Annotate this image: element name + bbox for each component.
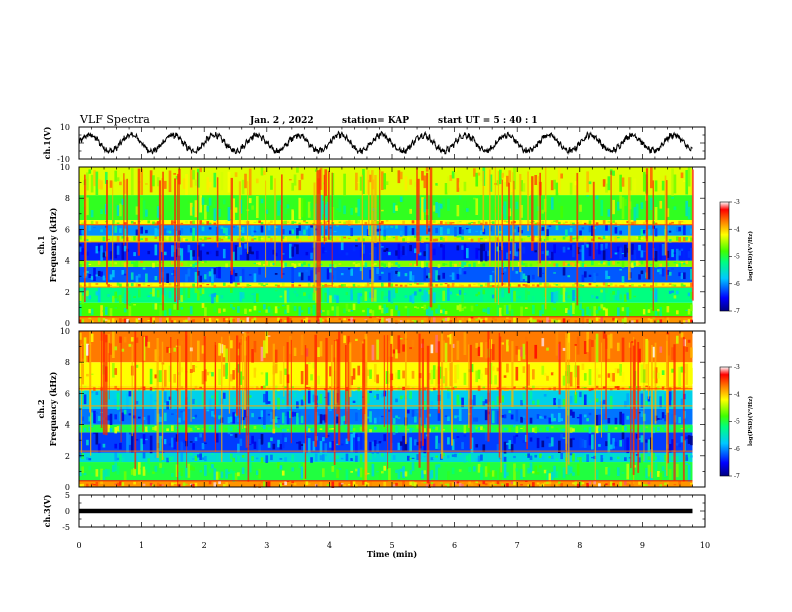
spectrogram-ytick-label: 10: [60, 163, 70, 172]
spectrogram-ytick-label: 6: [65, 225, 70, 234]
time-axis-tick-label: 4: [327, 541, 332, 550]
spectrogram-band: [79, 220, 693, 225]
ch1-spectrogram-ylabel-line2: Frequency (kHz): [48, 207, 58, 282]
time-axis-tick-label: 5: [389, 541, 394, 550]
figure-title: VLF Spectra: [79, 113, 150, 126]
ch2-colorbar: -3 -4 -5 -6 -7 log(PSD)(V²/Hz): [719, 364, 754, 480]
colorbar-tick-label: -3: [734, 199, 740, 206]
ch1-ytick-bottom: -10: [57, 155, 70, 164]
colorbar-tick-label: -3: [734, 364, 740, 371]
time-axis-tick-label: 8: [577, 541, 582, 550]
time-axis-tick-label: 3: [264, 541, 269, 550]
ch1-ytick-top: 10: [60, 123, 70, 132]
ch1-waveform-panel: 10 -10 ch.1(V): [42, 123, 706, 164]
ch1-colorbar-ticks: -3 -4 -5 -6 -7: [729, 199, 740, 315]
header-station: station= KAP: [342, 116, 409, 126]
ch1-spectrogram-ylabel-line1: ch.1: [36, 235, 46, 254]
ch3-waveform-panel: 5 0 -5 ch.3(V) 0 1 2 3 4 5 6 7 8 9 10 Time (min): [42, 491, 710, 559]
time-axis-tick-label: 7: [515, 541, 520, 550]
spectrogram-band: [79, 266, 693, 283]
ch2-spectrogram-image: [79, 331, 693, 488]
spectrogram-band: [79, 195, 693, 221]
ch1-waveform-ticks: [78, 126, 706, 160]
spectrogram-band: [79, 282, 693, 288]
time-axis-tick-label: 0: [76, 541, 81, 550]
ch1-waveform-trace: [78, 130, 693, 155]
spectrogram-ytick-label: 8: [65, 194, 70, 203]
ch3-ytick-bottom: -5: [62, 523, 70, 532]
time-axis-label: Time (min): [367, 549, 417, 559]
spectrogram-ytick-label: 0: [65, 483, 70, 492]
ch2-spectrogram-ylabel-line2: Frequency (kHz): [48, 371, 58, 446]
spectrogram-ytick-label: 6: [65, 389, 70, 398]
ch1-spectrogram-ytick-labels: 0 2 4 6 8 10: [60, 163, 70, 328]
colorbar-tick-label: -7: [734, 473, 740, 480]
header-date: Jan. 2 , 2022: [249, 116, 314, 126]
colorbar-tick-label: -6: [734, 446, 740, 453]
colorbar-tick-label: -5: [734, 419, 740, 426]
time-axis-tick-label: 6: [452, 541, 457, 550]
ch2-spectrogram-ylabel-line1: ch.2: [36, 399, 46, 418]
spectrogram-ytick-label: 8: [65, 358, 70, 367]
colorbar-tick-label: -4: [734, 226, 740, 233]
time-axis-tick-label: 2: [202, 541, 207, 550]
spectrogram-band: [79, 385, 693, 391]
spectrogram-ytick-label: 4: [65, 257, 70, 266]
ch1-colorbar-label: log(PSD)(V²/Hz): [747, 231, 754, 281]
colorbar-tick-label: -7: [734, 308, 740, 315]
time-axis-tick-labels: 0 1 2 3 4 5 6 7 8 9 10: [76, 541, 710, 550]
ch1-spectrogram-ticks: [78, 166, 706, 324]
header-start-time: start UT = 5 : 40 : 1: [438, 116, 538, 126]
ch2-spectrogram-panel: 0 2 4 6 8 10 ch.2 Frequency (kHz): [36, 327, 706, 492]
ch1-waveform-ylabel: ch.1(V): [42, 126, 52, 159]
spectrogram-ytick-label: 2: [65, 452, 70, 461]
ch1-spectrogram-image: [79, 167, 694, 324]
ch3-ytick-top: 5: [65, 491, 70, 500]
ch2-spectrogram-ytick-labels: 0 2 4 6 8 10: [60, 327, 70, 492]
ch3-waveform-ylabel: ch.3(V): [42, 494, 52, 527]
ch1-colorbar: -3 -4 -5 -6 -7 log(PSD)(V²/Hz): [719, 199, 754, 315]
ch2-colorbar-ticks: -3 -4 -5 -6 -7: [729, 364, 740, 480]
time-axis-tick-label: 10: [700, 541, 710, 550]
ch3-ytick-mid: 0: [65, 507, 70, 516]
ch3-waveform-ticks: [78, 494, 706, 528]
spectrogram-ytick-label: 4: [65, 421, 70, 430]
ch2-colorbar-label: log(PSD)(V²/Hz): [747, 396, 754, 446]
ch1-spectrogram-panel: 0 2 4 6 8 10 ch.1 Frequency (kHz): [36, 163, 706, 328]
spectrogram-ytick-label: 10: [60, 327, 70, 336]
spectrogram-band: [79, 462, 693, 481]
colorbar-tick-label: -6: [734, 281, 740, 288]
ch2-spectrogram-ticks: [78, 330, 706, 488]
time-axis-tick-label: 9: [640, 541, 645, 550]
spectrogram-ytick-label: 0: [65, 319, 70, 328]
colorbar-tick-label: -4: [734, 391, 740, 398]
spectrogram-band: [79, 452, 693, 463]
colorbar-tick-label: -5: [734, 254, 740, 261]
ch3-waveform-trace: [79, 508, 693, 514]
spectrogram-ytick-label: 2: [65, 288, 70, 297]
time-axis-tick-label: 1: [139, 541, 144, 550]
